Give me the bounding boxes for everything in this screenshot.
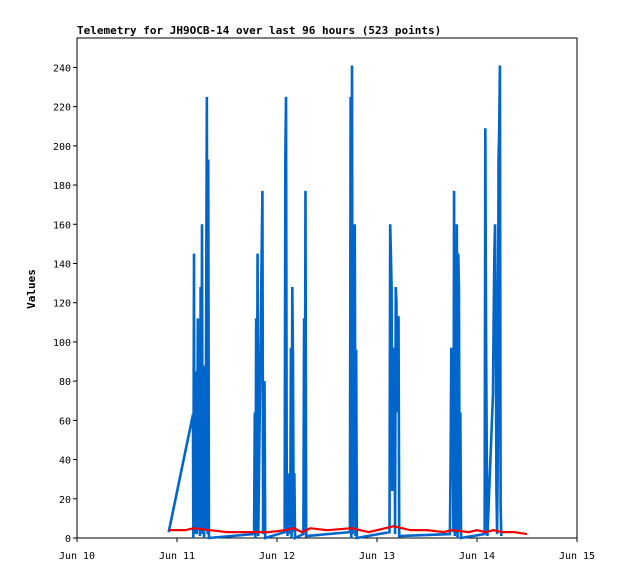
x-tick-label: Jun 13 [359,551,395,562]
y-tick-label: 200 [53,142,71,153]
chart-title: Telemetry for JH9OCB-14 over last 96 hou… [77,24,441,37]
y-tick-label: 120 [53,299,71,310]
x-tick-label: Jun 14 [459,551,495,562]
y-tick-label: 100 [53,338,71,349]
y-tick-label: 80 [59,377,71,388]
series-line-1 [167,65,503,541]
y-tick-label: 140 [53,259,71,270]
plot-area [76,37,578,539]
axis-layer: 0 20 40 60 80 100 120 140 160 180 200 220 240 Jun 10 J… [53,63,595,562]
y-axis-label: Values [25,269,38,309]
x-tick-label: Jun 11 [159,551,195,562]
y-tick-label: 20 [59,495,71,506]
y-tick-label: 180 [53,181,71,192]
y-tick-label: 240 [53,63,71,74]
y-tick-label: 0 [65,534,71,545]
y-tick-label: 60 [59,416,71,427]
series-line-2 [168,525,528,536]
y-tick-label: 160 [53,220,71,231]
series-layer [167,65,528,541]
x-tick-label: Jun 15 [559,551,595,562]
x-tick-label: Jun 10 [59,551,95,562]
y-tick-label: 220 [53,103,71,114]
y-tick-label: 40 [59,456,71,467]
x-tick-label: Jun 12 [259,551,295,562]
